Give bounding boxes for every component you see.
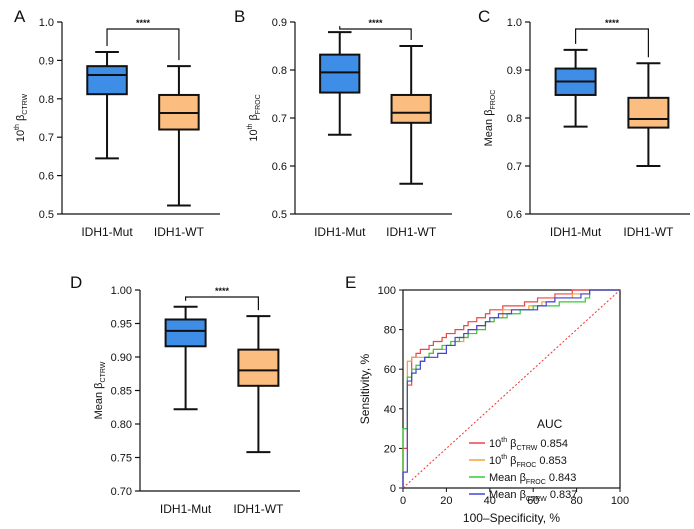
plot-frame xyxy=(402,289,621,489)
x-tick-label: 100 xyxy=(611,495,629,507)
y-axis-label: 10th βCTRW xyxy=(14,93,29,142)
legend-entry: 10th βFROC 0.853 xyxy=(489,454,567,469)
significance-bracket xyxy=(185,296,259,311)
y-tick-label: 100 xyxy=(378,285,396,297)
y-tick-label: 1.0 xyxy=(39,17,54,29)
y-tick-label: 0.70 xyxy=(111,486,132,498)
y-tick-label: 1.0 xyxy=(507,17,522,29)
box-idh1-mut xyxy=(164,305,207,411)
box-idh1-mut xyxy=(554,48,597,128)
panel-letter: D xyxy=(70,273,82,292)
panel-b: B 0.5 0.6 0.7 0.8 0.9 10th βFROC IDH1-Mut IDH1-W… xyxy=(234,7,452,239)
y-tick-label: 0.6 xyxy=(272,161,287,173)
y-axis-label: 10th βFROC xyxy=(247,94,262,141)
x-tick-label: 0 xyxy=(400,495,406,507)
y-tick-label: 0.7 xyxy=(507,161,522,173)
y-axis-label: Mean βFROC xyxy=(483,90,497,147)
significance-label: **** xyxy=(136,18,151,28)
y-tick-label: 0.7 xyxy=(39,132,54,144)
y-tick-label: 0.5 xyxy=(39,209,54,221)
box-iqr xyxy=(164,318,207,348)
panel-letter: B xyxy=(234,7,245,26)
legend-entry: 10th βCTRW 0.854 xyxy=(489,437,568,452)
y-tick-label: 0.8 xyxy=(272,65,287,77)
y-tick-label: 0.7 xyxy=(272,113,287,125)
y-tick-label: 0.75 xyxy=(111,453,132,465)
significance-bracket xyxy=(575,28,649,58)
box-iqr xyxy=(86,65,128,96)
y-tick-label: 0 xyxy=(390,483,396,495)
x-category-label: IDH1-WT xyxy=(233,502,284,516)
legend-entry: Mean βFROC 0.843 xyxy=(489,472,576,486)
y-tick-label: 40 xyxy=(384,404,396,416)
y-tick-label: 0.85 xyxy=(111,386,132,398)
significance-label: **** xyxy=(605,18,620,28)
box-idh1-mut xyxy=(319,31,361,136)
panel-c: C 0.6 0.7 0.8 0.9 1.0 Mean βFROC IDH1-Mut IDH1-W… xyxy=(478,7,690,239)
x-category-label: IDH1-Mut xyxy=(160,502,212,516)
y-tick-label: 0.9 xyxy=(39,55,54,67)
box-iqr xyxy=(237,348,280,387)
box-iqr xyxy=(627,96,670,129)
reference-diagonal xyxy=(402,289,621,489)
panel-letter: C xyxy=(478,7,490,26)
y-tick-label: 0.80 xyxy=(111,419,132,431)
box-iqr xyxy=(319,53,361,94)
panel-d: D 0.70 0.75 0.80 0.85 0.90 0.95 1.00 Mean βCTRW I… xyxy=(70,273,300,516)
y-tick-label: 0.6 xyxy=(39,171,54,183)
y-tick-label: 1.00 xyxy=(111,285,132,297)
significance-bracket xyxy=(339,26,412,40)
x-tick-label: 80 xyxy=(570,495,582,507)
y-tick-label: 0.5 xyxy=(272,209,287,221)
significance-label: **** xyxy=(368,18,383,28)
panel-e: E 0 20 40 60 80 100 0 20 40 60 80 100 100–Specificity… xyxy=(345,273,629,525)
panel-letter: A xyxy=(14,7,26,26)
y-tick-label: 20 xyxy=(384,443,396,455)
box-idh1-wt xyxy=(390,45,432,185)
y-tick-label: 0.9 xyxy=(272,17,287,29)
roc-curve-4 xyxy=(402,289,620,488)
significance-label: **** xyxy=(215,286,230,296)
x-tick-label: 40 xyxy=(484,495,496,507)
box-idh1-wt xyxy=(158,65,200,207)
y-tick-label: 0.6 xyxy=(507,209,522,221)
y-tick-label: 60 xyxy=(384,364,396,376)
x-category-label: IDH1-WT xyxy=(154,225,205,239)
x-category-label: IDH1-Mut xyxy=(81,225,133,239)
x-axis-label: 100–Specificity, % xyxy=(463,511,560,525)
box-idh1-wt xyxy=(627,62,670,167)
box-idh1-mut xyxy=(86,50,128,160)
legend-entry: Mean βCTRW 0.837 xyxy=(489,489,577,503)
x-category-label: IDH1-WT xyxy=(623,225,674,239)
legend-title: AUC xyxy=(537,417,563,431)
y-tick-label: 0.95 xyxy=(111,319,132,331)
x-tick-label: 60 xyxy=(527,495,539,507)
panel-letter: E xyxy=(345,273,356,292)
significance-bracket xyxy=(106,28,180,61)
x-category-label: IDH1-Mut xyxy=(550,225,602,239)
legend: AUC 10th βCTRW 0.854 10th βFROC 0.853 Mean … xyxy=(469,417,577,503)
panel-a: A 0.5 0.6 0.7 0.8 0.9 1.0 10th βCTRW IDH1-Mut IDH… xyxy=(14,7,220,239)
y-tick-label: 0.8 xyxy=(507,113,522,125)
y-tick-label: 0.9 xyxy=(507,65,522,77)
y-axis-label: Mean βCTRW xyxy=(93,361,107,419)
x-category-label: IDH1-WT xyxy=(386,225,437,239)
box-idh1-wt xyxy=(237,315,280,454)
y-tick-label: 0.90 xyxy=(111,352,132,364)
y-axis-label: Sensitivity, % xyxy=(358,353,372,424)
y-tick-label: 0.8 xyxy=(39,94,54,106)
y-tick-label: 80 xyxy=(384,325,396,337)
x-tick-label: 20 xyxy=(440,495,452,507)
box-iqr xyxy=(390,93,432,124)
x-category-label: IDH1-Mut xyxy=(314,225,366,239)
